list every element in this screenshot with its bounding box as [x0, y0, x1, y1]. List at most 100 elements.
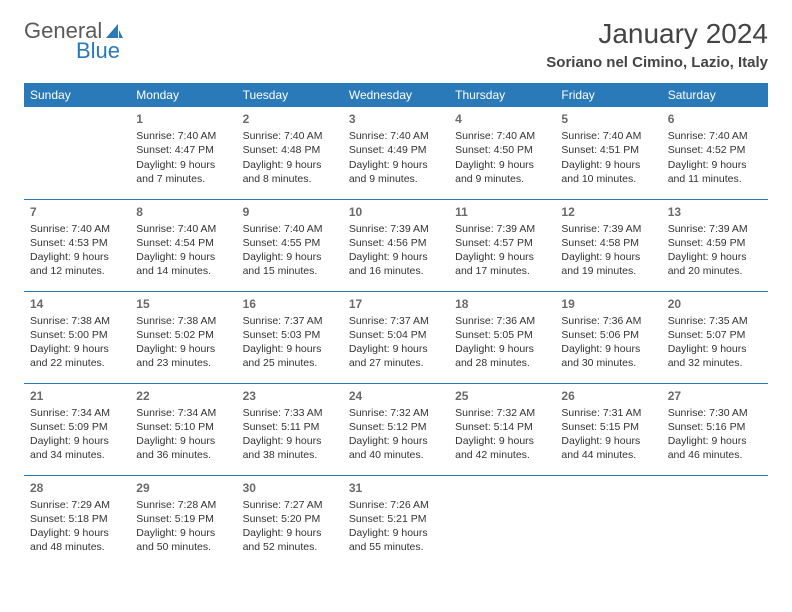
calendar-day-cell: 3 Sunrise: 7:40 AMSunset: 4:49 PMDaylight… [343, 107, 449, 199]
day-info: Sunrise: 7:34 AMSunset: 5:09 PMDaylight:… [30, 406, 124, 463]
calendar-day-cell: 18Sunrise: 7:36 AMSunset: 5:05 PMDayligh… [449, 291, 555, 383]
calendar-day-cell: 13 Sunrise: 7:39 AMSunset: 4:59 PMDayligh… [662, 199, 768, 291]
day-number: 3 [349, 111, 443, 127]
weekday-header: Thursday [449, 83, 555, 107]
day-number: 26 [561, 388, 655, 404]
day-number: 2 [243, 111, 337, 127]
title-block: January 2024 Soriano nel Cimino, Lazio, … [546, 18, 768, 71]
day-number: 18 [455, 296, 549, 312]
calendar-day-cell: 22Sunrise: 7:34 AMSunset: 5:10 PMDayligh… [130, 383, 236, 475]
calendar-empty-cell [555, 475, 661, 567]
day-info: Sunrise: 7:40 AMSunset: 4:53 PMDaylight:… [30, 222, 124, 279]
day-info: Sunrise: 7:39 AMSunset: 4:57 PMDaylight:… [455, 222, 549, 279]
calendar-empty-cell [449, 475, 555, 567]
day-number: 14 [30, 296, 124, 312]
calendar-week-row: 7 Sunrise: 7:40 AMSunset: 4:53 PMDaylight… [24, 199, 768, 291]
day-info: Sunrise: 7:39 AMSunset: 4:59 PMDaylight:… [668, 222, 762, 279]
day-number: 11 [455, 204, 549, 220]
day-number: 31 [349, 480, 443, 496]
calendar-table: SundayMondayTuesdayWednesdayThursdayFrid… [24, 83, 768, 567]
day-info: Sunrise: 7:39 AMSunset: 4:58 PMDaylight:… [561, 222, 655, 279]
day-info: Sunrise: 7:40 AMSunset: 4:50 PMDaylight:… [455, 129, 549, 186]
calendar-day-cell: 14 Sunrise: 7:38 AMSunset: 5:00 PMDayligh… [24, 291, 130, 383]
day-info: Sunrise: 7:40 AMSunset: 4:47 PMDaylight:… [136, 129, 230, 186]
calendar-day-cell: 9 Sunrise: 7:40 AMSunset: 4:55 PMDaylight… [237, 199, 343, 291]
month-title: January 2024 [546, 18, 768, 50]
weekday-header: Wednesday [343, 83, 449, 107]
calendar-day-cell: 24 Sunrise: 7:32 AMSunset: 5:12 PMDayligh… [343, 383, 449, 475]
calendar-day-cell: 6 Sunrise: 7:40 AMSunset: 4:52 PMDaylight… [662, 107, 768, 199]
calendar-day-cell: 20Sunrise: 7:35 AMSunset: 5:07 PMDayligh… [662, 291, 768, 383]
calendar-day-cell: 16 Sunrise: 7:37 AMSunset: 5:03 PMDayligh… [237, 291, 343, 383]
day-number: 1 [136, 111, 230, 127]
calendar-day-cell: 1 Sunrise: 7:40 AMSunset: 4:47 PMDaylight… [130, 107, 236, 199]
calendar-day-cell: 23 Sunrise: 7:33 AMSunset: 5:11 PMDayligh… [237, 383, 343, 475]
calendar-day-cell: 17 Sunrise: 7:37 AMSunset: 5:04 PMDayligh… [343, 291, 449, 383]
weekday-header: Sunday [24, 83, 130, 107]
day-number: 17 [349, 296, 443, 312]
day-info: Sunrise: 7:40 AMSunset: 4:48 PMDaylight:… [243, 129, 337, 186]
day-number: 22 [136, 388, 230, 404]
calendar-week-row: 28Sunrise: 7:29 AMSunset: 5:18 PMDayligh… [24, 475, 768, 567]
day-number: 30 [243, 480, 337, 496]
day-number: 24 [349, 388, 443, 404]
calendar-day-cell: 8 Sunrise: 7:40 AMSunset: 4:54 PMDaylight… [130, 199, 236, 291]
calendar-header-row: SundayMondayTuesdayWednesdayThursdayFrid… [24, 83, 768, 107]
day-info: Sunrise: 7:27 AMSunset: 5:20 PMDaylight:… [243, 498, 337, 555]
day-number: 28 [30, 480, 124, 496]
calendar-body: 1 Sunrise: 7:40 AMSunset: 4:47 PMDaylight… [24, 107, 768, 567]
logo-line2: Blue [24, 38, 120, 64]
calendar-week-row: 21 Sunrise: 7:34 AMSunset: 5:09 PMDayligh… [24, 383, 768, 475]
weekday-header: Friday [555, 83, 661, 107]
day-number: 7 [30, 204, 124, 220]
calendar-day-cell: 2 Sunrise: 7:40 AMSunset: 4:48 PMDaylight… [237, 107, 343, 199]
calendar-day-cell: 29Sunrise: 7:28 AMSunset: 5:19 PMDayligh… [130, 475, 236, 567]
day-number: 19 [561, 296, 655, 312]
day-number: 8 [136, 204, 230, 220]
day-info: Sunrise: 7:38 AMSunset: 5:00 PMDaylight:… [30, 314, 124, 371]
day-number: 9 [243, 204, 337, 220]
day-number: 6 [668, 111, 762, 127]
calendar-day-cell: 11 Sunrise: 7:39 AMSunset: 4:57 PMDayligh… [449, 199, 555, 291]
day-info: Sunrise: 7:33 AMSunset: 5:11 PMDaylight:… [243, 406, 337, 463]
day-number: 10 [349, 204, 443, 220]
calendar-day-cell: 10 Sunrise: 7:39 AMSunset: 4:56 PMDayligh… [343, 199, 449, 291]
day-info: Sunrise: 7:37 AMSunset: 5:04 PMDaylight:… [349, 314, 443, 371]
day-info: Sunrise: 7:37 AMSunset: 5:03 PMDaylight:… [243, 314, 337, 371]
day-number: 13 [668, 204, 762, 220]
calendar-day-cell: 15Sunrise: 7:38 AMSunset: 5:02 PMDayligh… [130, 291, 236, 383]
day-number: 23 [243, 388, 337, 404]
calendar-empty-cell [662, 475, 768, 567]
day-info: Sunrise: 7:32 AMSunset: 5:14 PMDaylight:… [455, 406, 549, 463]
calendar-day-cell: 21 Sunrise: 7:34 AMSunset: 5:09 PMDayligh… [24, 383, 130, 475]
day-info: Sunrise: 7:32 AMSunset: 5:12 PMDaylight:… [349, 406, 443, 463]
day-info: Sunrise: 7:40 AMSunset: 4:49 PMDaylight:… [349, 129, 443, 186]
calendar-empty-cell [24, 107, 130, 199]
calendar-day-cell: 27Sunrise: 7:30 AMSunset: 5:16 PMDayligh… [662, 383, 768, 475]
weekday-header: Monday [130, 83, 236, 107]
weekday-header: Tuesday [237, 83, 343, 107]
calendar-day-cell: 31 Sunrise: 7:26 AMSunset: 5:21 PMDayligh… [343, 475, 449, 567]
calendar-day-cell: 25Sunrise: 7:32 AMSunset: 5:14 PMDayligh… [449, 383, 555, 475]
day-number: 21 [30, 388, 124, 404]
calendar-week-row: 14 Sunrise: 7:38 AMSunset: 5:00 PMDayligh… [24, 291, 768, 383]
day-info: Sunrise: 7:40 AMSunset: 4:54 PMDaylight:… [136, 222, 230, 279]
day-info: Sunrise: 7:40 AMSunset: 4:51 PMDaylight:… [561, 129, 655, 186]
day-info: Sunrise: 7:40 AMSunset: 4:55 PMDaylight:… [243, 222, 337, 279]
calendar-day-cell: 12Sunrise: 7:39 AMSunset: 4:58 PMDayligh… [555, 199, 661, 291]
calendar-day-cell: 5Sunrise: 7:40 AMSunset: 4:51 PMDaylight… [555, 107, 661, 199]
calendar-day-cell: 19 Sunrise: 7:36 AMSunset: 5:06 PMDayligh… [555, 291, 661, 383]
day-number: 27 [668, 388, 762, 404]
day-number: 16 [243, 296, 337, 312]
calendar-day-cell: 4 Sunrise: 7:40 AMSunset: 4:50 PMDaylight… [449, 107, 555, 199]
weekday-header: Saturday [662, 83, 768, 107]
day-info: Sunrise: 7:40 AMSunset: 4:52 PMDaylight:… [668, 129, 762, 186]
day-info: Sunrise: 7:35 AMSunset: 5:07 PMDaylight:… [668, 314, 762, 371]
calendar-week-row: 1 Sunrise: 7:40 AMSunset: 4:47 PMDaylight… [24, 107, 768, 199]
day-info: Sunrise: 7:26 AMSunset: 5:21 PMDaylight:… [349, 498, 443, 555]
day-number: 4 [455, 111, 549, 127]
calendar-day-cell: 7 Sunrise: 7:40 AMSunset: 4:53 PMDaylight… [24, 199, 130, 291]
day-info: Sunrise: 7:36 AMSunset: 5:06 PMDaylight:… [561, 314, 655, 371]
day-info: Sunrise: 7:39 AMSunset: 4:56 PMDaylight:… [349, 222, 443, 279]
header: General January 2024 Soriano nel Cimino,… [24, 18, 768, 71]
